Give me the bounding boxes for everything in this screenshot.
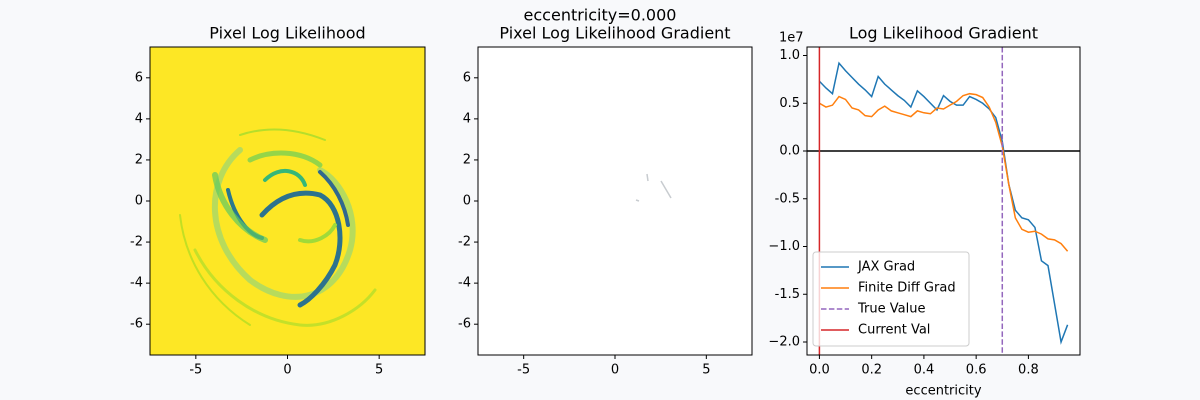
- y-tick-label: 6: [135, 70, 143, 85]
- x-tick-label: 0: [283, 363, 291, 378]
- axes-frame: [149, 46, 426, 356]
- y-tick-label: 4: [463, 111, 471, 126]
- x-tick-label: 0.8: [1018, 363, 1039, 378]
- figure-title: eccentricity=0.000: [524, 6, 677, 25]
- heatmap-image: [635, 173, 672, 202]
- y-offset-label: 1e7: [779, 31, 804, 46]
- axes-frame: [477, 46, 753, 356]
- y-tick-label: 1.0: [779, 48, 800, 63]
- x-tick-label: 5: [375, 363, 383, 378]
- x-tick-label: 0.0: [809, 363, 830, 378]
- legend-box: [812, 251, 970, 347]
- y-tick-label: 6: [463, 70, 471, 85]
- y-tick-label: 2: [463, 152, 471, 167]
- y-tick-label: -4: [130, 276, 143, 291]
- x-axis-label: eccentricity: [905, 384, 981, 399]
- y-tick-label: 0: [135, 194, 143, 209]
- x-tick-label: -5: [189, 363, 202, 378]
- axes-frame: [806, 46, 1081, 356]
- y-tick-label: 4: [135, 111, 143, 126]
- x-tick-label: -5: [517, 363, 530, 378]
- y-tick-label: 0.5: [779, 96, 800, 111]
- x-tick-label: 0.6: [966, 363, 987, 378]
- y-tick-label: -6: [458, 317, 471, 332]
- y-tick-label: 0: [463, 194, 471, 209]
- heatmap-background: [478, 47, 752, 355]
- y-tick-label: -1.5: [775, 287, 800, 302]
- y-tick-label: -6: [130, 317, 143, 332]
- x-tick-label: 0.2: [861, 363, 882, 378]
- series-line: [819, 92, 1069, 252]
- heatmap-image: [179, 128, 377, 327]
- y-tick-label: −2.0: [768, 335, 800, 350]
- x-tick-label: 0.4: [914, 363, 935, 378]
- legend-label: Current Val: [858, 323, 930, 338]
- legend-label: JAX Grad: [857, 260, 915, 275]
- legend-label: Finite Diff Grad: [858, 281, 956, 296]
- x-tick-label: 0: [611, 363, 619, 378]
- heatmap-background: [150, 47, 425, 355]
- y-tick-label: -2: [458, 235, 471, 250]
- y-tick-label: -0.5: [775, 191, 800, 206]
- y-tick-label: 2: [135, 152, 143, 167]
- y-tick-label: -4: [458, 276, 471, 291]
- axes-title: Pixel Log Likelihood Gradient: [499, 24, 730, 43]
- legend-label: True Value: [857, 302, 925, 317]
- series-line: [818, 61, 1069, 345]
- y-tick-label: -2: [130, 235, 143, 250]
- x-tick-label: 5: [702, 363, 710, 378]
- y-tick-label: −1.0: [768, 239, 800, 254]
- y-tick-label: 0.0: [779, 144, 800, 159]
- axes-title: Log Likelihood Gradient: [849, 24, 1038, 43]
- axes-title: Pixel Log Likelihood: [209, 24, 365, 43]
